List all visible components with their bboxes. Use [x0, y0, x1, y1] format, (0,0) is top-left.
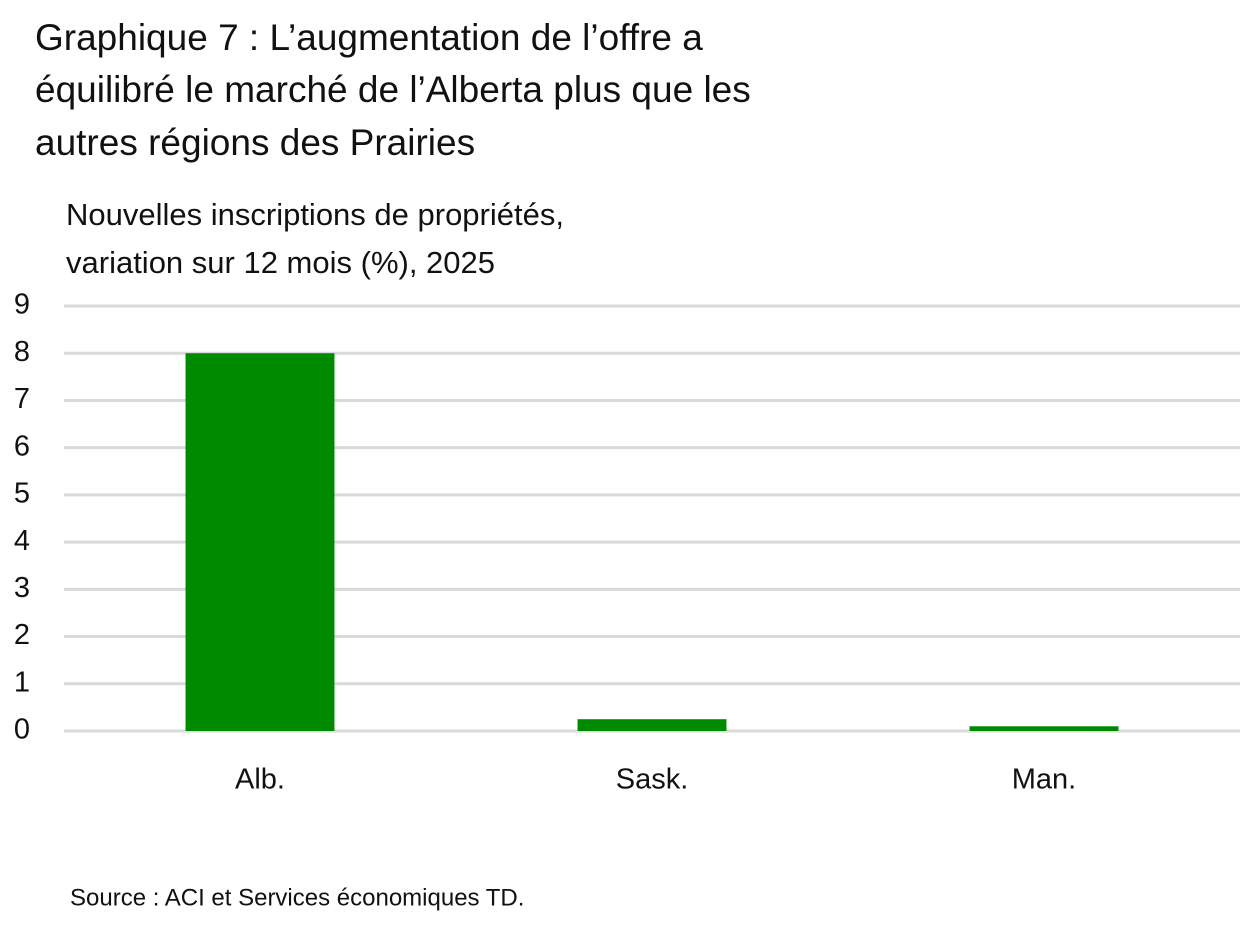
- x-tick-label: Alb.: [235, 764, 285, 796]
- y-tick-label: 8: [14, 336, 30, 368]
- y-tick-label: 1: [14, 666, 30, 698]
- chart-title-line: Graphique 7 : L’augmentation de l’offre …: [35, 17, 703, 58]
- y-tick-label: 4: [14, 525, 30, 557]
- y-tick-label: 2: [14, 619, 30, 651]
- y-tick-label: 9: [14, 289, 30, 321]
- bar: [185, 353, 335, 731]
- chart-subtitle-line: variation sur 12 mois (%), 2025: [66, 245, 495, 280]
- x-tick-label: Sask.: [616, 764, 689, 796]
- y-tick-label: 0: [14, 714, 30, 746]
- bar: [969, 726, 1119, 731]
- y-tick-label: 6: [14, 430, 30, 462]
- bar: [577, 719, 727, 731]
- chart-title-line: équilibré le marché de l’Alberta plus qu…: [35, 69, 751, 110]
- y-tick-label: 7: [14, 383, 30, 415]
- chart-subtitle-line: Nouvelles inscriptions de propriétés,: [66, 197, 564, 232]
- source-note: Source : ACI et Services économiques TD.: [70, 884, 524, 911]
- y-tick-label: 5: [14, 478, 30, 510]
- x-tick-label: Man.: [1012, 764, 1076, 796]
- y-tick-label: 3: [14, 572, 30, 604]
- chart-title-line: autres régions des Prairies: [35, 122, 475, 163]
